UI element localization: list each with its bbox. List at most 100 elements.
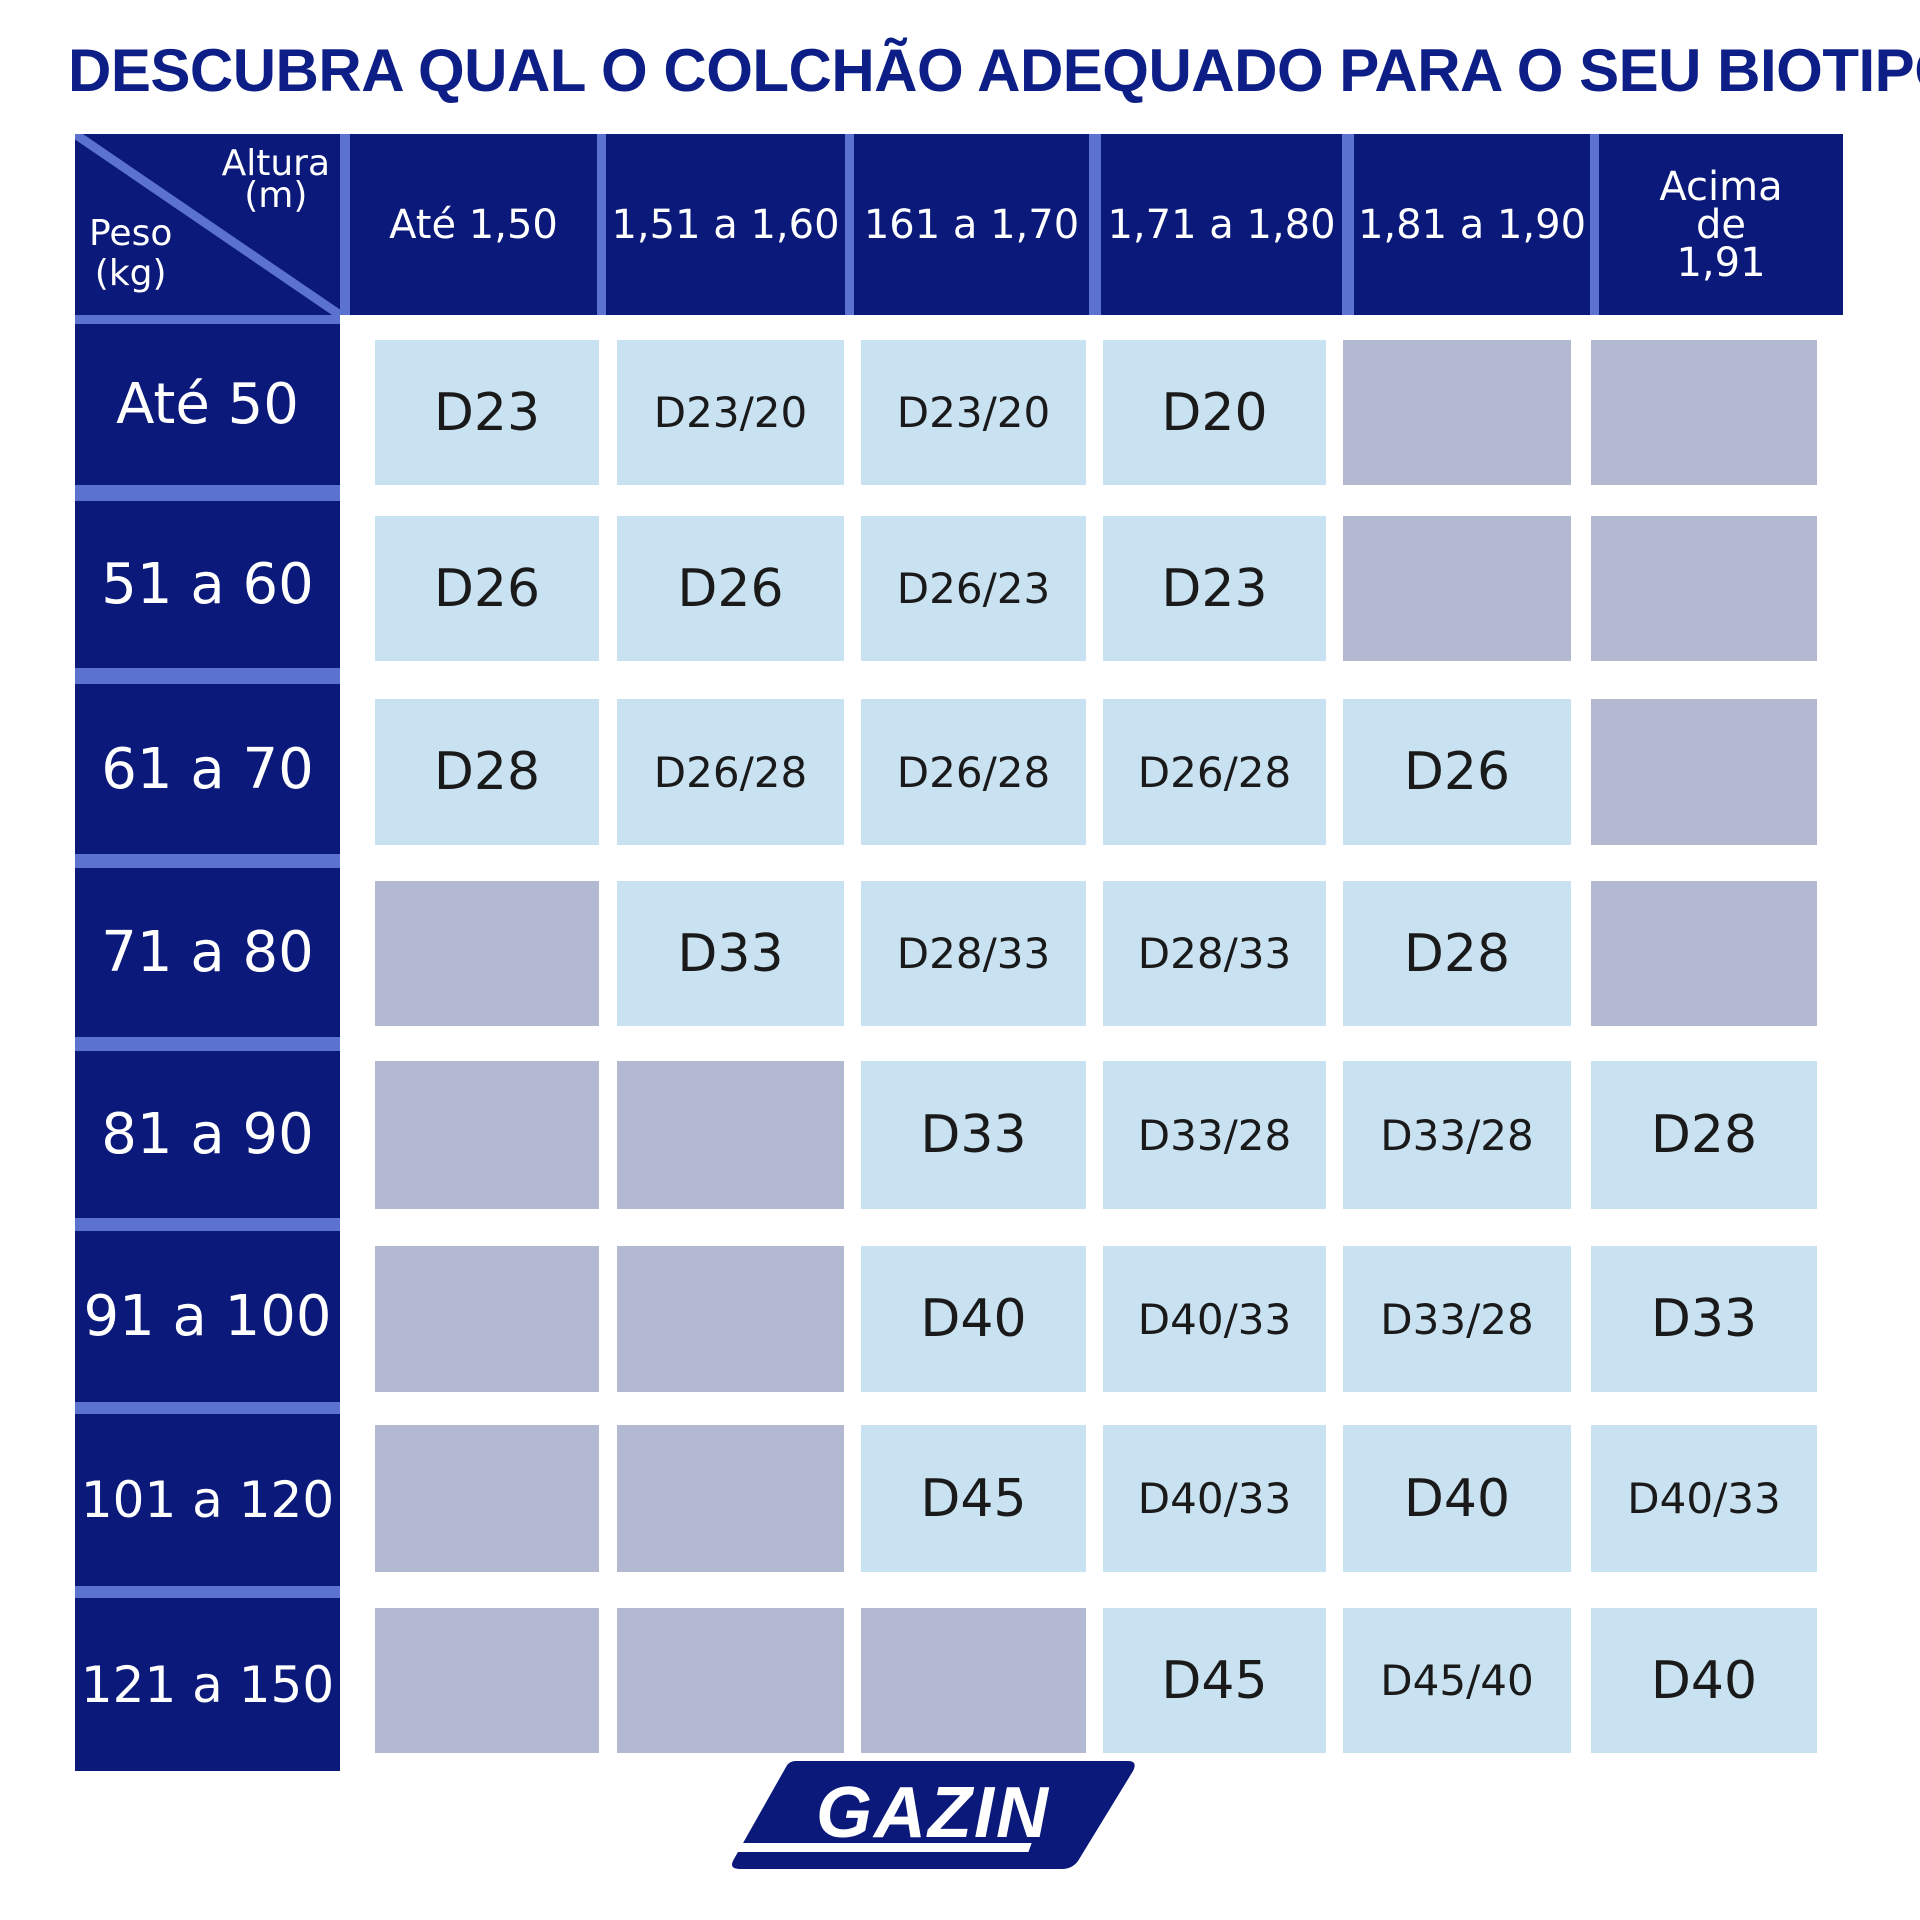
weight-axis-label: Peso (kg) bbox=[89, 214, 172, 294]
gazin-logo: GAZIN bbox=[728, 1761, 1135, 1869]
row-header-label: 121 a 150 bbox=[80, 1655, 335, 1714]
column-header: 161 a 1,70 bbox=[854, 134, 1089, 315]
column-header: 1,81 a 1,90 bbox=[1354, 134, 1590, 315]
diagonal-divider bbox=[75, 134, 340, 315]
column-header-label: Acima de 1,91 bbox=[1659, 163, 1783, 286]
unavailable-cell bbox=[1591, 881, 1817, 1026]
column-header: Até 1,50 bbox=[350, 134, 597, 315]
height-unit: (m) bbox=[244, 175, 308, 216]
density-value: D26/23 bbox=[896, 564, 1051, 613]
column-header-label: 1,71 a 1,80 bbox=[1107, 201, 1336, 248]
density-value: D40 bbox=[1650, 1650, 1758, 1711]
density-value: D26/28 bbox=[896, 747, 1051, 797]
recommendation-cell: D33/28 bbox=[1103, 1061, 1326, 1209]
unavailable-cell bbox=[375, 881, 599, 1026]
recommendation-cell: D28 bbox=[375, 699, 599, 845]
svg-text:GAZIN: GAZIN bbox=[816, 1773, 1050, 1853]
row-header: 91 a 100 bbox=[75, 1231, 340, 1402]
recommendation-cell: D40/33 bbox=[1103, 1246, 1326, 1392]
row-header-label: 91 a 100 bbox=[83, 1284, 332, 1349]
density-value: D26/28 bbox=[653, 747, 808, 797]
row-header: 101 a 120 bbox=[75, 1414, 340, 1586]
density-value: D23 bbox=[433, 382, 541, 443]
column-header-label: 1,51 a 1,60 bbox=[611, 201, 840, 248]
density-value: D45 bbox=[1161, 1650, 1268, 1711]
recommendation-cell: D20 bbox=[1103, 340, 1326, 485]
column-header-label: 161 a 1,70 bbox=[863, 201, 1080, 248]
recommendation-cell: D45/40 bbox=[1343, 1608, 1571, 1753]
weight-unit: (kg) bbox=[94, 253, 167, 294]
density-value: D23 bbox=[1161, 558, 1268, 619]
unavailable-cell bbox=[1591, 699, 1817, 845]
density-value: D40 bbox=[920, 1289, 1027, 1349]
recommendation-cell: D23 bbox=[375, 340, 599, 485]
column-header: 1,51 a 1,60 bbox=[606, 134, 845, 315]
recommendation-cell: D26 bbox=[375, 516, 599, 661]
density-value: D20 bbox=[1161, 382, 1268, 443]
density-value: D26 bbox=[677, 558, 784, 619]
unavailable-cell bbox=[617, 1246, 844, 1392]
recommendation-cell: D28/33 bbox=[1103, 881, 1326, 1026]
recommendation-cell: D40 bbox=[861, 1246, 1086, 1392]
recommendation-cell: D45 bbox=[861, 1425, 1086, 1572]
recommendation-cell: D26/28 bbox=[617, 699, 844, 845]
recommendation-cell: D28/33 bbox=[861, 881, 1086, 1026]
density-value: D33 bbox=[920, 1105, 1027, 1165]
recommendation-cell: D26/28 bbox=[861, 699, 1086, 845]
density-value: D33/28 bbox=[1137, 1110, 1292, 1160]
row-header: 71 a 80 bbox=[75, 868, 340, 1037]
table-corner-header: Altura (m) Peso (kg) bbox=[75, 134, 340, 315]
unavailable-cell bbox=[375, 1425, 599, 1572]
row-header-label: 101 a 120 bbox=[80, 1471, 335, 1529]
density-value: D28 bbox=[433, 742, 541, 802]
unavailable-cell bbox=[375, 1608, 599, 1753]
row-header: Até 50 bbox=[75, 324, 340, 485]
row-header-label: Até 50 bbox=[116, 372, 299, 437]
recommendation-cell: D33 bbox=[1591, 1246, 1817, 1392]
density-value: D40 bbox=[1403, 1468, 1511, 1529]
row-header-label: 61 a 70 bbox=[101, 736, 314, 802]
row-header: 121 a 150 bbox=[75, 1598, 340, 1771]
density-value: D28/33 bbox=[896, 929, 1051, 978]
column-header-label: 1,81 a 1,90 bbox=[1357, 201, 1587, 248]
unavailable-cell bbox=[375, 1246, 599, 1392]
column-header-label: Até 1,50 bbox=[389, 201, 558, 248]
unavailable-cell bbox=[617, 1425, 844, 1572]
recommendation-cell: D40 bbox=[1591, 1608, 1817, 1753]
unavailable-cell bbox=[375, 1061, 599, 1209]
recommendation-cell: D33/28 bbox=[1343, 1061, 1571, 1209]
density-value: D33/28 bbox=[1380, 1294, 1534, 1344]
recommendation-cell: D26 bbox=[617, 516, 844, 661]
recommendation-cell: D33 bbox=[861, 1061, 1086, 1209]
unavailable-cell bbox=[617, 1608, 844, 1753]
density-value: D26/28 bbox=[1137, 747, 1292, 797]
recommendation-cell: D40/33 bbox=[1591, 1425, 1817, 1572]
unavailable-cell bbox=[1591, 340, 1817, 485]
recommendation-cell: D28 bbox=[1591, 1061, 1817, 1209]
density-value: D26 bbox=[433, 558, 541, 619]
density-value: D28 bbox=[1403, 923, 1511, 984]
row-header-label: 51 a 60 bbox=[101, 552, 314, 617]
density-value: D28/33 bbox=[1137, 929, 1292, 978]
density-value: D40/33 bbox=[1137, 1474, 1292, 1523]
density-value: D33/28 bbox=[1380, 1110, 1534, 1160]
row-header-label: 81 a 90 bbox=[101, 1102, 314, 1167]
unavailable-cell bbox=[1343, 340, 1571, 485]
density-value: D23/20 bbox=[653, 388, 808, 437]
density-value: D33 bbox=[677, 923, 784, 984]
density-value: D23/20 bbox=[896, 388, 1051, 437]
unavailable-cell bbox=[861, 1608, 1086, 1753]
column-header: 1,71 a 1,80 bbox=[1101, 134, 1342, 315]
density-value: D40/33 bbox=[1627, 1474, 1781, 1523]
recommendation-cell: D40 bbox=[1343, 1425, 1571, 1572]
row-header: 61 a 70 bbox=[75, 684, 340, 854]
density-value: D26 bbox=[1403, 742, 1511, 802]
density-value: D33 bbox=[1650, 1289, 1758, 1349]
weight-label: Peso bbox=[89, 213, 173, 254]
unavailable-cell bbox=[1591, 516, 1817, 661]
column-header: Acima de 1,91 bbox=[1599, 134, 1843, 315]
row-header: 51 a 60 bbox=[75, 501, 340, 668]
recommendation-cell: D26/28 bbox=[1103, 699, 1326, 845]
page-title: DESCUBRA QUAL O COLCHÃO ADEQUADO PARA O … bbox=[68, 37, 1920, 104]
unavailable-cell bbox=[1343, 516, 1571, 661]
